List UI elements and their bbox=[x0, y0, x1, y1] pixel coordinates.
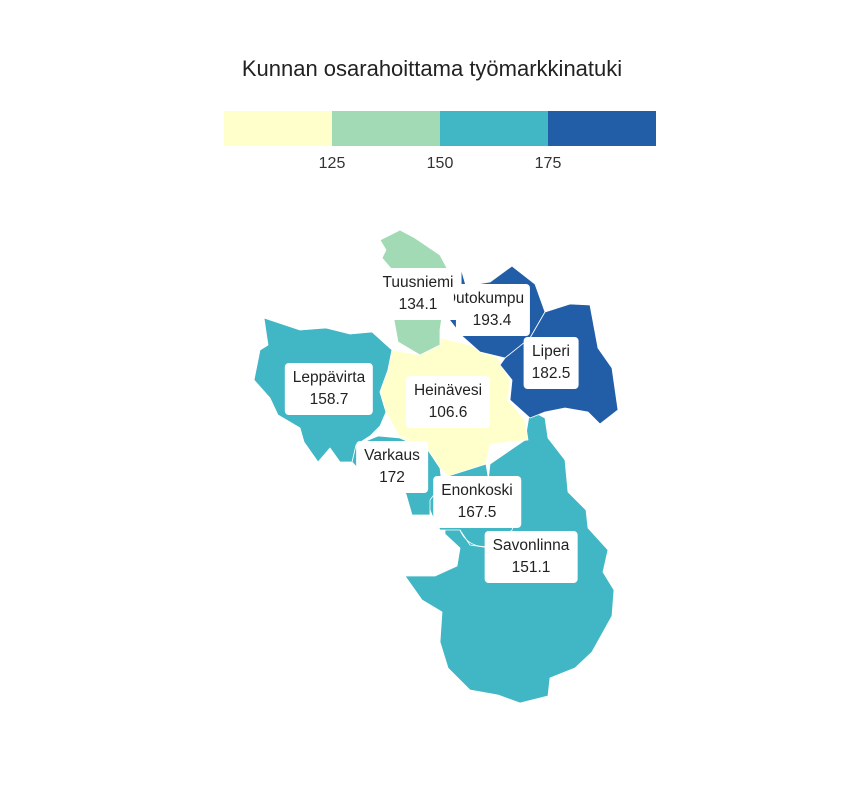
label-value: 172 bbox=[379, 469, 405, 486]
label-value: 158.7 bbox=[309, 391, 349, 408]
label-value: 106.6 bbox=[428, 404, 468, 421]
label-value: 182.5 bbox=[531, 365, 571, 382]
label-leppavirta: Leppävirta 158.7 bbox=[284, 363, 374, 415]
label-name: Outokumpu bbox=[454, 290, 525, 307]
label-value: 167.5 bbox=[457, 504, 497, 521]
label-outokumpu: Outokumpu 193.4 bbox=[454, 284, 531, 336]
label-heinavesi: Heinävesi 106.6 bbox=[405, 376, 491, 428]
legend-swatch-4 bbox=[548, 111, 656, 146]
label-name: Savonlinna bbox=[492, 537, 570, 554]
legend-swatch-1 bbox=[224, 111, 332, 146]
label-value: 134.1 bbox=[398, 296, 438, 313]
legend-swatch-2 bbox=[332, 111, 440, 146]
label-tuusniemi: Tuusniemi 134.1 bbox=[374, 268, 462, 320]
legend-swatch-3 bbox=[440, 111, 548, 146]
label-liperi: Liperi 182.5 bbox=[523, 337, 579, 389]
legend-tick-175: 175 bbox=[534, 155, 562, 172]
label-name: Enonkoski bbox=[441, 482, 513, 499]
label-name: Leppävirta bbox=[292, 369, 366, 386]
label-value: 151.1 bbox=[511, 559, 551, 576]
legend-tick-150: 150 bbox=[426, 155, 454, 172]
label-enonkoski: Enonkoski 167.5 bbox=[433, 476, 521, 528]
label-savonlinna: Savonlinna 151.1 bbox=[484, 531, 578, 583]
label-value: 193.4 bbox=[472, 312, 512, 329]
map-title: Kunnan osarahoittama työmarkkinatuki bbox=[241, 56, 623, 81]
label-name: Liperi bbox=[532, 343, 570, 360]
label-varkaus: Varkaus 172 bbox=[356, 441, 428, 493]
color-legend bbox=[224, 111, 656, 146]
legend-tick-125: 125 bbox=[318, 155, 346, 172]
label-name: Heinävesi bbox=[413, 382, 483, 399]
label-name: Tuusniemi bbox=[382, 274, 454, 291]
label-name: Varkaus bbox=[364, 447, 420, 464]
